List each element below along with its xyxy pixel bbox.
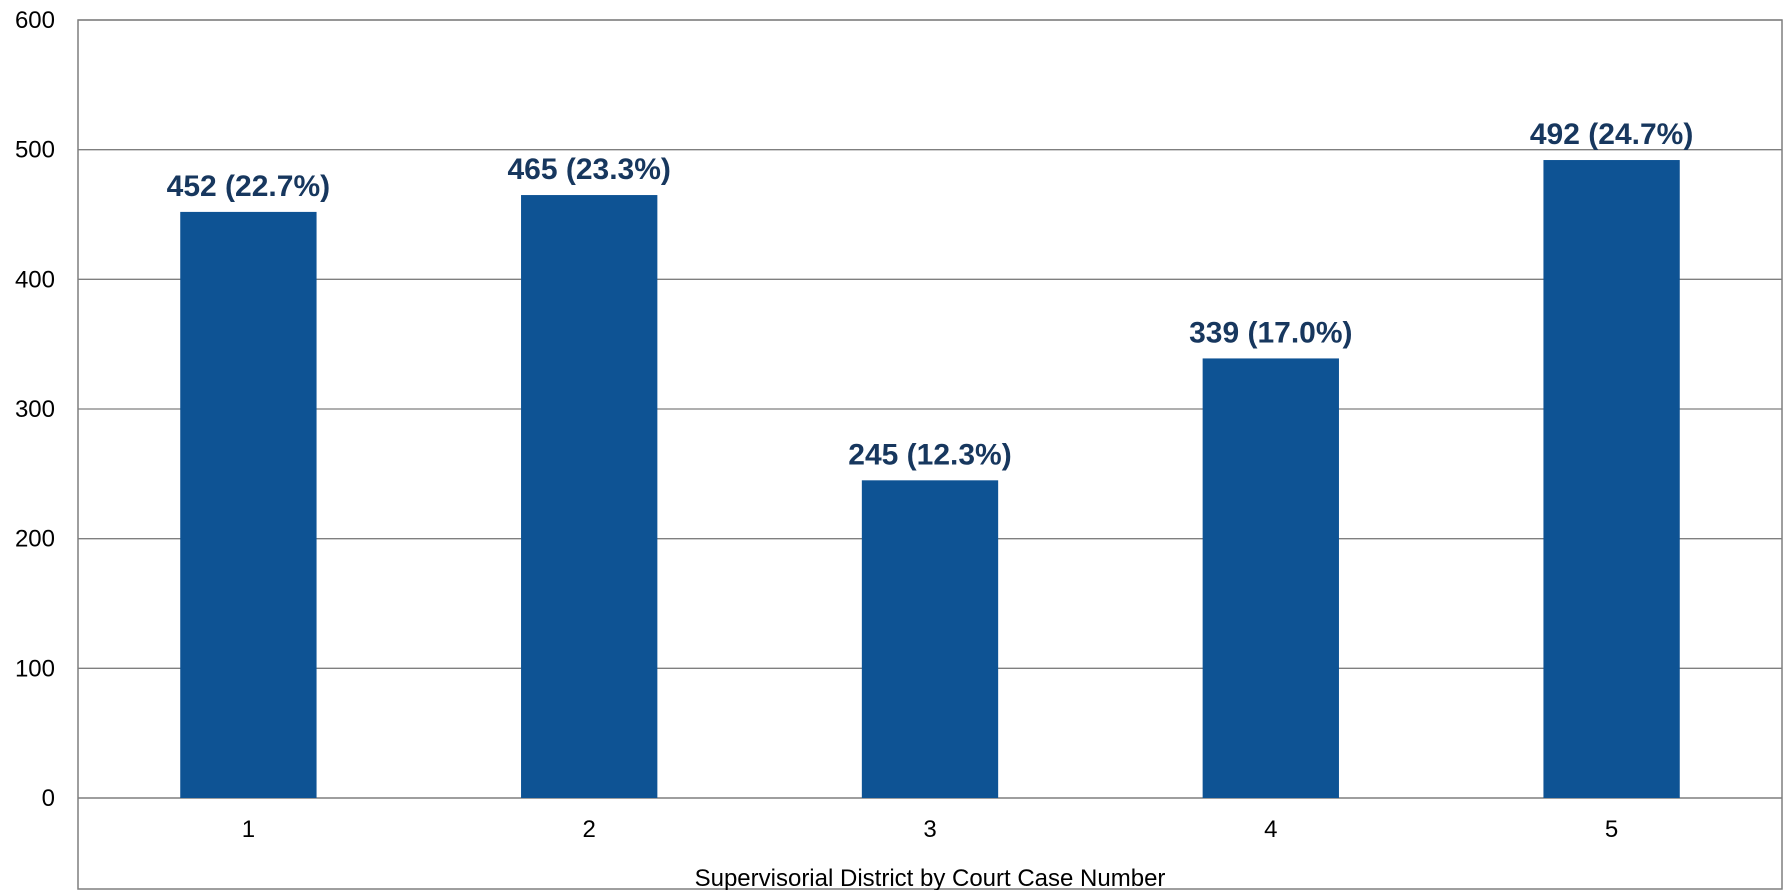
y-tick-label: 200: [15, 526, 55, 553]
y-tick-label: 500: [15, 137, 55, 164]
x-tick-label: 3: [923, 816, 936, 843]
gridlines: [78, 19, 1782, 799]
data-label: 492 (24.7%): [1530, 118, 1693, 151]
data-label: 245 (12.3%): [848, 438, 1011, 471]
y-tick-label: 400: [15, 266, 55, 293]
x-tick-label: 5: [1605, 816, 1618, 843]
y-tick-label: 600: [15, 7, 55, 34]
y-tick-label: 100: [15, 655, 55, 682]
y-tick-label: 0: [42, 785, 55, 812]
bar: [1543, 160, 1680, 799]
data-label: 339 (17.0%): [1189, 316, 1352, 349]
x-axis-tick-labels: 1 2 3 4 5: [242, 816, 1619, 843]
y-tick-label: 300: [15, 396, 55, 423]
bar: [861, 480, 999, 798]
y-axis-tick-labels: 0 100 200 300 400 500 600: [15, 7, 55, 812]
data-labels: 452 (22.7%) 465 (23.3%) 245 (12.3%) 339 (17…: [167, 118, 1694, 471]
bar: [180, 211, 317, 798]
x-tick-label: 1: [242, 816, 255, 843]
x-tick-label: 4: [1264, 816, 1277, 843]
bar: [521, 195, 658, 799]
bar: [1202, 358, 1339, 798]
x-tick-label: 2: [583, 816, 596, 843]
data-label: 452 (22.7%): [167, 170, 330, 203]
x-axis-title: Supervisorial District by Court Case Num…: [695, 865, 1166, 890]
data-label: 465 (23.3%): [507, 153, 670, 186]
bars: [180, 160, 1680, 799]
